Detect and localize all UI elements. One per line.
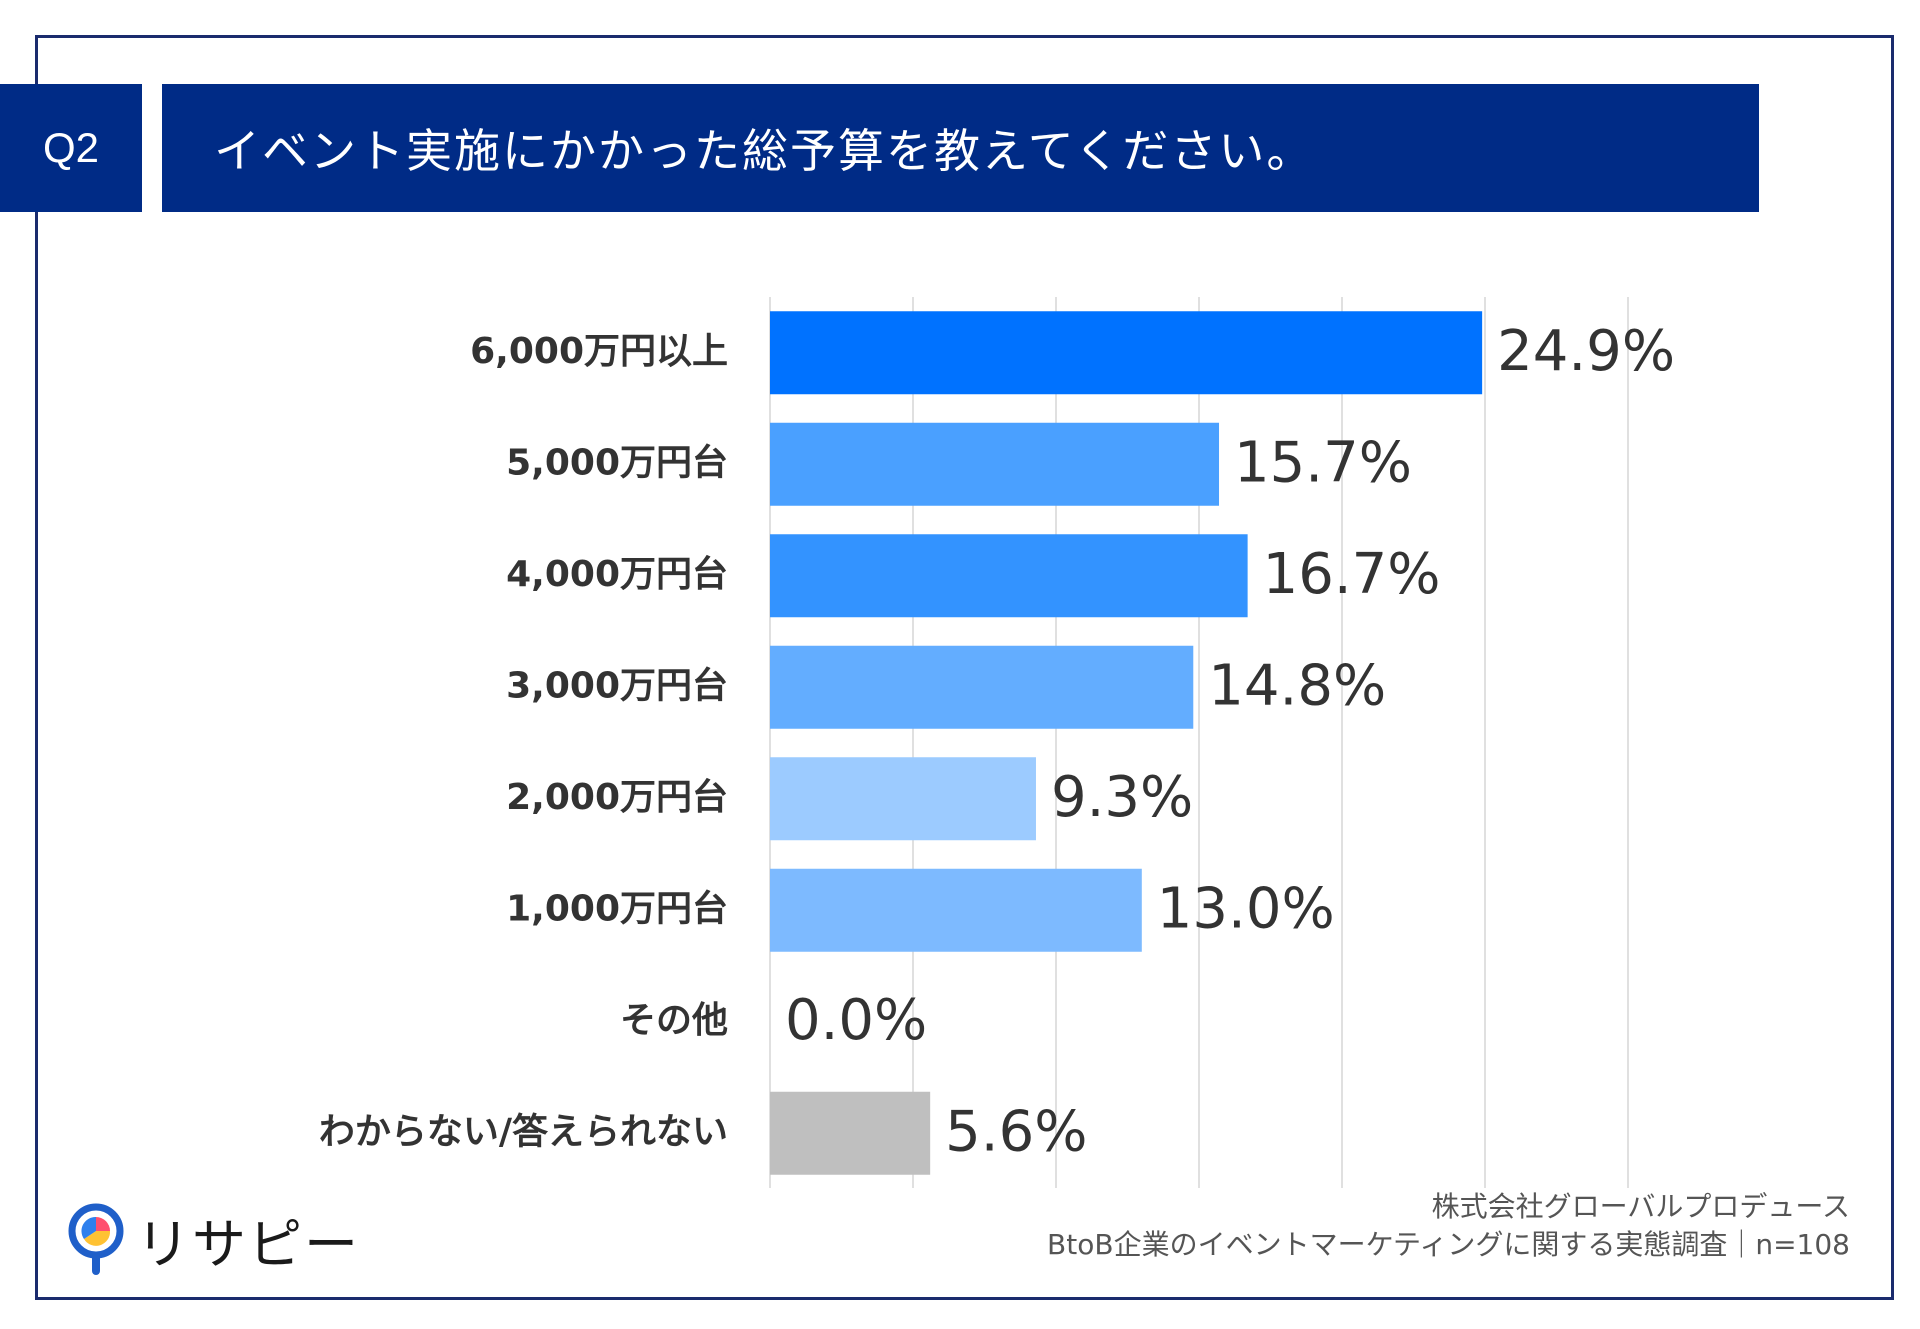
question-title-text: イベント実施にかかった総予算を教えてください。 <box>214 124 1315 178</box>
category-label-6: その他 <box>620 1000 728 1041</box>
category-label-2: 4,000万円台 <box>506 554 728 595</box>
value-label-6: 0.0% <box>785 988 927 1053</box>
pin-logo-icon <box>68 1203 124 1275</box>
bar-2 <box>770 534 1248 618</box>
bar-7 <box>770 1091 931 1175</box>
category-label-7: わからない/答えられない <box>319 1111 728 1152</box>
value-label-5: 13.0% <box>1157 876 1335 941</box>
logo-wordmark: リサピー <box>136 1213 360 1276</box>
bars <box>770 311 1483 1175</box>
labels: 6,000万円以上 24.9% 5,000万円台 15.7% 4,000万円台 16.7%… <box>319 319 1675 1165</box>
bar-5 <box>770 868 1142 952</box>
category-label-3: 3,000万円台 <box>506 665 728 706</box>
category-label-0: 6,000万円以上 <box>470 331 728 372</box>
value-label-1: 15.7% <box>1234 430 1412 495</box>
value-label-3: 14.8% <box>1208 653 1386 718</box>
value-label-0: 24.9% <box>1497 319 1675 384</box>
category-label-4: 2,000万円台 <box>506 777 728 818</box>
source-survey: BtoB企業のイベントマーケティングに関する実態調査｜n=108 <box>1047 1228 1850 1261</box>
source-company: 株式会社グローバルプロデュース <box>1431 1190 1850 1223</box>
source-note: 株式会社グローバルプロデュース BtoB企業のイベントマーケティングに関する実態… <box>1047 1188 1850 1264</box>
question-title: イベント実施にかかった総予算を教えてください。 <box>162 84 1759 212</box>
value-label-2: 16.7% <box>1263 542 1441 607</box>
value-label-7: 5.6% <box>945 1099 1087 1164</box>
bar-3 <box>770 645 1194 729</box>
question-number-badge: Q2 <box>0 84 142 212</box>
bar-1 <box>770 422 1220 506</box>
category-label-5: 1,000万円台 <box>506 888 728 929</box>
value-label-4: 9.3% <box>1051 765 1193 830</box>
brand-logo: リサピー <box>68 1200 360 1279</box>
bar-4 <box>770 757 1036 841</box>
bar-0 <box>770 311 1483 395</box>
category-label-1: 5,000万円台 <box>506 442 728 483</box>
chart-frame <box>35 35 1894 1300</box>
